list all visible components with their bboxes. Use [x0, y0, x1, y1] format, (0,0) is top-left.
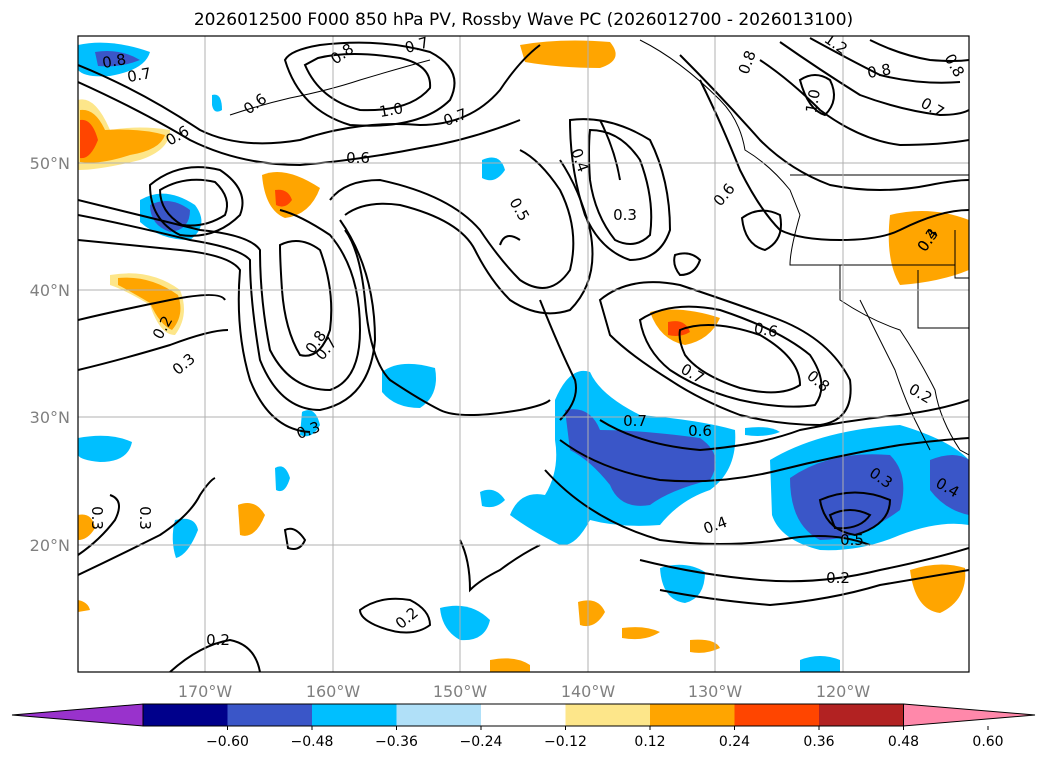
colorbar-segment	[565, 704, 651, 726]
coastlines	[229, 39, 969, 456]
colorbar-tick-label: 0.12	[634, 734, 665, 750]
colorbar-extend-high	[903, 703, 1036, 727]
contour-label: 0.2	[206, 631, 230, 649]
colorbar-segment	[481, 704, 566, 726]
contour-label: 0.7	[403, 33, 431, 57]
contour-label: 0.7	[623, 412, 647, 430]
colorbar	[11, 703, 1036, 727]
lon-label: 160°W	[306, 682, 361, 701]
colorbar-tick-label: 0.60	[972, 734, 1003, 750]
colorbar-tick-label: 0.48	[888, 734, 919, 750]
lon-label: 170°W	[178, 682, 233, 701]
colorbar-ticks: −0.60 −0.48 −0.36 −0.24 −0.12 0.12 0.24 0.36 0.4…	[206, 726, 1004, 750]
contour-label: 0.8	[101, 50, 128, 72]
colorbar-segment	[312, 704, 397, 726]
colorbar-tick-label: −0.24	[460, 734, 503, 750]
pv-contours	[78, 37, 969, 672]
map-plot-area: 0.80.70.61.0 0.70.60.8 0.70.81.20.80.71.00…	[78, 33, 969, 672]
colorbar-segment	[650, 704, 735, 726]
contour-label: 1.0	[378, 99, 405, 121]
lon-label: 150°W	[433, 682, 488, 701]
map-title: 2026012500 F000 850 hPa PV, Rossby Wave …	[193, 10, 854, 30]
contour-label: 1.0	[802, 88, 824, 115]
longitude-labels: 170°W 160°W 150°W 140°W 130°W 120°W	[178, 682, 871, 701]
colorbar-tick-label: 0.24	[719, 734, 750, 750]
colorbar-frame	[142, 703, 904, 727]
map-frame	[77, 35, 970, 673]
lon-label: 120°W	[816, 682, 871, 701]
contour-label: 0.3	[88, 506, 106, 530]
contour-label: 0.8	[866, 60, 893, 82]
colorbar-segment	[143, 704, 228, 726]
colorbar-tick-label: −0.48	[291, 734, 334, 750]
lat-label: 50°N	[30, 154, 70, 173]
contour-label: 0.2	[826, 569, 850, 587]
colorbar-extend-low	[11, 703, 144, 727]
map-background	[78, 36, 969, 672]
colorbar-segment	[819, 704, 904, 726]
colorbar-tick-label: −0.36	[375, 734, 418, 750]
contour-label: 0.6	[346, 149, 370, 167]
contour-label: 0.5	[840, 531, 864, 549]
lon-label: 140°W	[561, 682, 616, 701]
contour-label: 0.6	[688, 422, 712, 440]
contour-label: 0.6	[753, 319, 780, 341]
contour-label: 0.3	[136, 506, 154, 530]
colorbar-segment	[734, 704, 820, 726]
lat-label: 30°N	[30, 408, 70, 427]
colorbar-tick-label: −0.12	[544, 734, 587, 750]
lat-label: 20°N	[30, 536, 70, 555]
latitude-labels: 50°N 40°N 30°N 20°N	[30, 154, 70, 555]
lat-label: 40°N	[30, 281, 70, 300]
colorbar-tick-label: 0.36	[803, 734, 834, 750]
lon-label: 130°W	[688, 682, 743, 701]
positive-anomaly-fills	[78, 40, 969, 672]
colorbar-segment	[227, 704, 313, 726]
gridlines	[78, 36, 969, 672]
contour-label: 0.7	[126, 64, 153, 86]
colorbar-tick-label: −0.60	[206, 734, 249, 750]
colorbar-segment	[396, 704, 482, 726]
contour-label: 0.3	[613, 206, 637, 224]
